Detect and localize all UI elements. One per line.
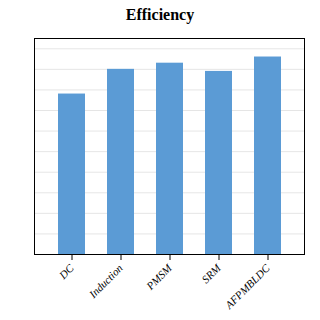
svg-text:Induction: Induction xyxy=(86,261,125,300)
html-text:Efficiency: Efficiency xyxy=(125,6,195,23)
svg-text:AFPMBLDC: AFPMBLDC xyxy=(222,261,272,311)
svg-text:DC: DC xyxy=(56,261,76,281)
svg-text:PMSM: PMSM xyxy=(143,261,174,292)
svg-text:SRM: SRM xyxy=(199,261,223,285)
